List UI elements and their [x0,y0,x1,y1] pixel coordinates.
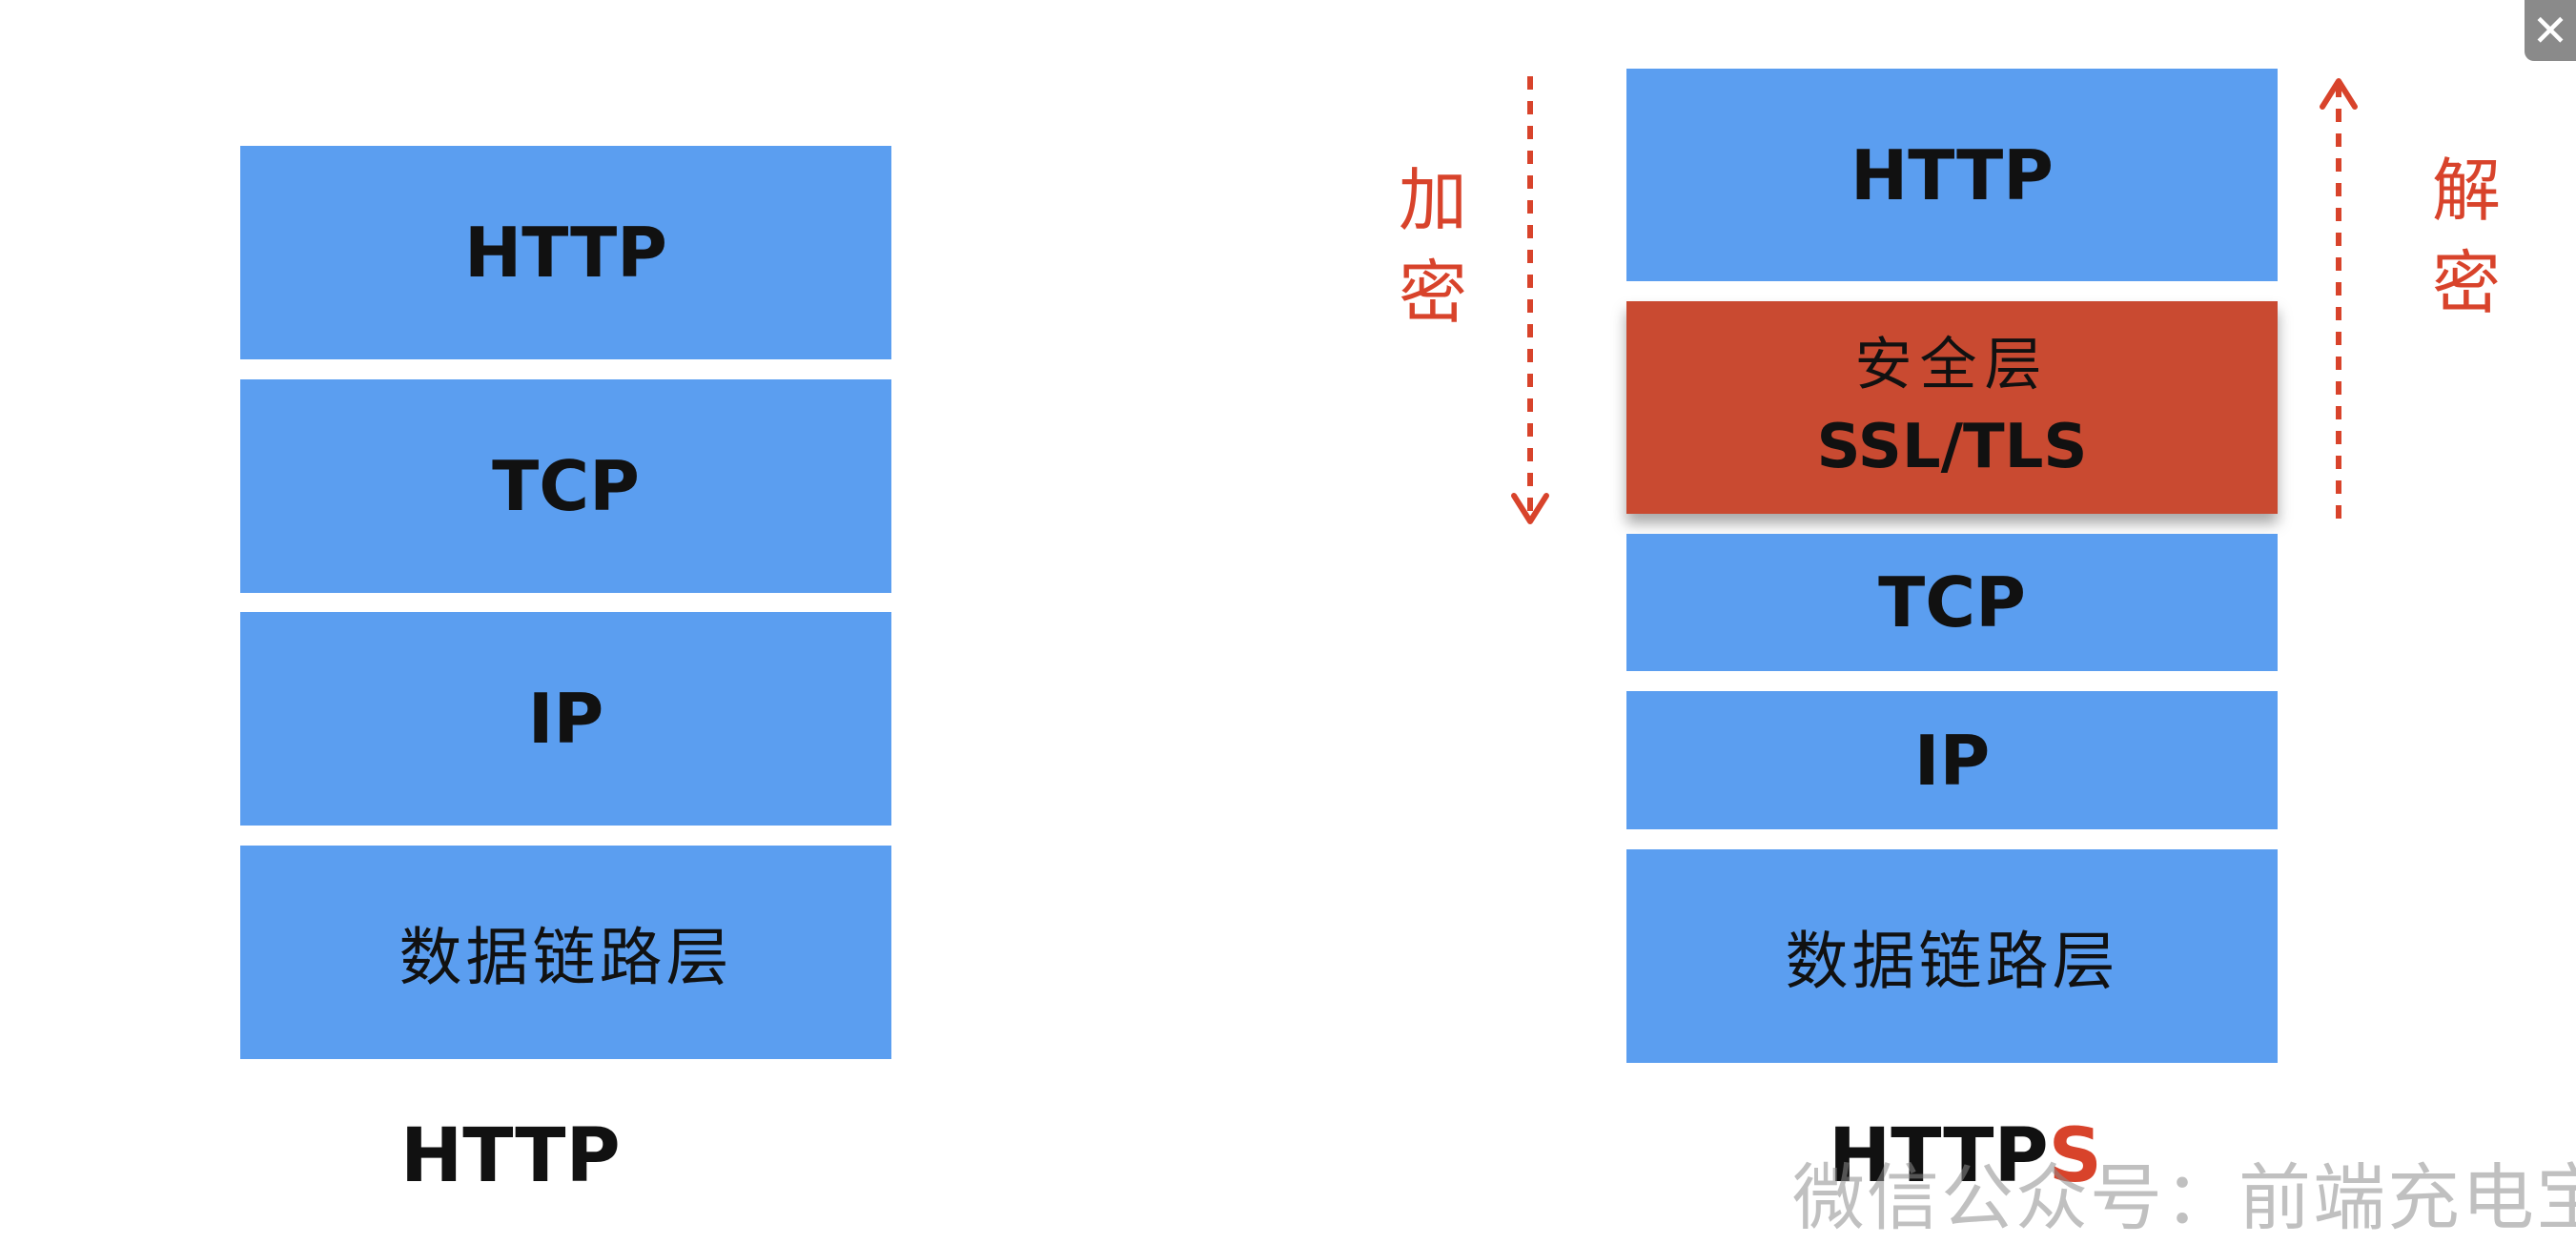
encrypt-label: 加 密 [1380,154,1485,339]
http-stack-caption: HTTP [400,1113,621,1199]
https-stack-layer-http: HTTP [1626,69,2278,281]
watermark: 微信公众号：前端充电宝 [1792,1155,2576,1240]
close-button[interactable]: ✕ [2525,0,2576,61]
http-stack-layer-http: HTTP [240,146,891,359]
https-stack-caption: HTTPS [1829,1113,2102,1199]
http-stack-layer-ip: IP [240,612,891,826]
decrypt-up-arrow-icon [2320,78,2358,526]
http-stack-layer-link: 数据链路层 [240,846,891,1059]
https-stack-layer-security: 安全层 SSL/TLS [1626,301,2278,514]
https-stack-layer-ip: IP [1626,691,2278,829]
encrypt-label-char-2: 密 [1398,253,1467,334]
close-icon: ✕ [2531,5,2569,56]
http-stack-layer-tcp: TCP [240,379,891,593]
https-stack-layer-tcp: TCP [1626,534,2278,671]
security-layer-label-cn: 安全层 [1854,331,2050,398]
encrypt-label-char-1: 加 [1398,160,1467,240]
encrypt-down-arrow-icon [1511,76,1549,524]
security-layer-label-ssl-tls: SSL/TLS [1816,411,2088,482]
https-caption-main: HTTP [1829,1113,2049,1199]
https-stack-layer-link: 数据链路层 [1626,849,2278,1063]
decrypt-label-char-2: 密 [2431,243,2501,324]
decrypt-label-char-1: 解 [2431,151,2501,231]
https-caption-accent: S [2048,1113,2102,1199]
decrypt-label: 解 密 [2414,145,2519,330]
